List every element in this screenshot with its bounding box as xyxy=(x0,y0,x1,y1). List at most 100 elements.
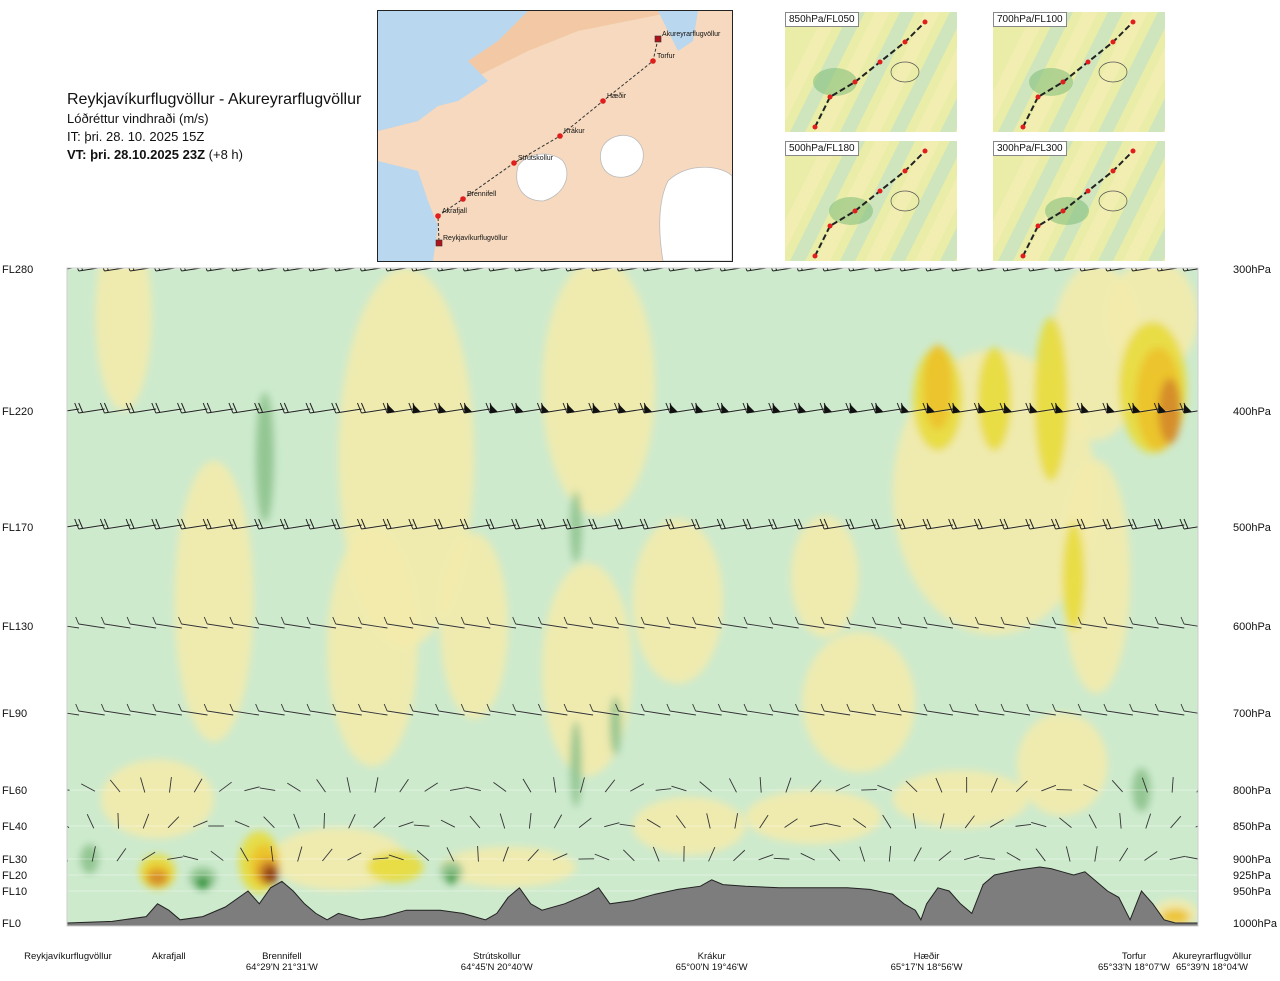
wind-barb xyxy=(973,402,1005,414)
wind-barb xyxy=(91,846,96,862)
wind-barb xyxy=(306,703,337,716)
waypoint-4[interactable]: Strútskollur xyxy=(511,155,554,166)
wind-barb xyxy=(675,815,686,829)
wind-cell-moderate-up-26 xyxy=(1062,522,1085,631)
thumb-300[interactable]: 300hPa/FL300 xyxy=(993,141,1165,261)
wind-cell-extreme-up-38 xyxy=(262,865,279,885)
map-sea-west xyxy=(378,161,438,261)
wind-barb xyxy=(912,813,917,829)
thumb-500-label: 500hPa/FL180 xyxy=(785,141,859,156)
wind-barb xyxy=(899,268,925,272)
wind-barb xyxy=(382,518,414,530)
wind-barb xyxy=(691,402,722,414)
thumb-700[interactable]: 700hPa/FL100 xyxy=(993,12,1165,132)
wind-barb xyxy=(668,268,693,272)
chart-title-block: Reykjavíkurflugvöllur - Akureyrarflugvöl… xyxy=(67,90,361,164)
wind-barb xyxy=(293,813,300,829)
wind-barb xyxy=(1153,402,1185,414)
wind-barb xyxy=(800,852,815,861)
wind-barb xyxy=(67,408,80,412)
location-3: Strútskollur 64°45'N 20°40'W xyxy=(437,951,557,973)
wind-barb xyxy=(604,822,620,828)
waypoint-3[interactable]: Krákur xyxy=(557,128,585,139)
wind-barb xyxy=(872,616,902,629)
wind-barb xyxy=(708,846,716,862)
wind-cell-weak-up-4 xyxy=(327,529,418,767)
wind-barb xyxy=(578,817,592,828)
thumb-850[interactable]: 850hPa/FL050 xyxy=(785,12,957,132)
wind-barb xyxy=(795,616,825,629)
wind-barb xyxy=(305,402,337,414)
wind-barb xyxy=(280,703,311,716)
wind-barb xyxy=(99,402,131,414)
wind-barb xyxy=(976,268,1002,272)
waypoint-7[interactable]: Reykjavíkurflugvöllur xyxy=(435,235,508,247)
waypoint-5[interactable]: Brennifell xyxy=(460,191,497,202)
wind-barb xyxy=(699,781,712,793)
wind-barb xyxy=(67,712,80,716)
wind-barb xyxy=(768,402,799,414)
wind-barb xyxy=(1105,268,1130,272)
wind-barb xyxy=(1102,402,1133,414)
wind-cell-weak-up-6 xyxy=(440,533,509,719)
wind-barb xyxy=(486,703,517,716)
wind-barb xyxy=(528,813,532,829)
waypoint-1[interactable]: Torfur xyxy=(650,53,676,64)
wind-barb xyxy=(332,703,362,716)
wind-barb xyxy=(1119,813,1122,829)
fl-label-fl20: FL20 xyxy=(2,870,27,882)
wind-barb xyxy=(734,813,739,829)
wind-cell-moderate-down-42 xyxy=(609,696,622,756)
wind-barb xyxy=(819,518,851,530)
wind-cell-weak-up-3 xyxy=(542,562,633,777)
wind-barb xyxy=(1145,813,1152,829)
wind-barb xyxy=(1051,402,1082,414)
location-1: Akrafjall xyxy=(109,951,229,962)
waypoint-6[interactable]: Akrafjall xyxy=(435,208,467,219)
wind-barb xyxy=(308,268,333,272)
wind-barb xyxy=(591,268,616,272)
wind-barb xyxy=(614,402,645,414)
hpa-label-900hpa: 900hPa xyxy=(1233,854,1272,866)
wind-barb xyxy=(820,616,851,629)
wind-cell-weak-up-18 xyxy=(892,770,1029,828)
wind-barb xyxy=(279,518,311,530)
wind-barb xyxy=(888,846,892,862)
wind-barb xyxy=(759,777,762,793)
location-name: Reykjavíkurflugvöllur xyxy=(24,951,112,962)
glacier-vatnajokull xyxy=(659,166,732,261)
wind-barb xyxy=(499,813,506,829)
fl-label-fl220: FL220 xyxy=(2,406,33,418)
waypoint-2[interactable]: Hæðir xyxy=(600,92,627,104)
wind-barb xyxy=(719,268,745,272)
wind-barb xyxy=(270,846,274,862)
wind-barb xyxy=(1154,616,1185,629)
wind-barb xyxy=(151,518,182,530)
fl-label-fl280: FL280 xyxy=(2,264,33,276)
valid-time: VT: þri. 28.10.2025 23Z xyxy=(67,147,206,162)
wind-barb xyxy=(192,820,208,828)
wind-barb xyxy=(99,518,131,530)
wind-barb xyxy=(75,616,105,629)
hpa-label-800hpa: 800hPa xyxy=(1233,785,1272,797)
wind-barb xyxy=(409,616,439,629)
thumb-500-svg xyxy=(785,141,957,261)
location-0: Reykjavíkurflugvöllur xyxy=(8,951,128,962)
wind-barb xyxy=(151,402,182,414)
wind-barb xyxy=(1128,402,1159,414)
wind-barb xyxy=(202,402,234,414)
thumb-500[interactable]: 500hPa/FL180 xyxy=(785,141,957,261)
wind-barb xyxy=(642,268,667,272)
wind-barb xyxy=(359,268,385,272)
wind-barb xyxy=(348,814,356,829)
wind-barb xyxy=(218,781,232,792)
wind-barb xyxy=(74,402,105,414)
waypoint-0[interactable]: Akureyrarflugvöllur xyxy=(654,31,721,43)
wind-barb xyxy=(922,518,954,530)
wind-barb xyxy=(925,268,950,272)
wind-barb xyxy=(1130,268,1156,272)
wind-barb xyxy=(306,616,337,629)
wind-barb xyxy=(493,781,507,792)
wind-barb xyxy=(809,823,826,827)
waypoint-label: Krákur xyxy=(564,128,585,135)
